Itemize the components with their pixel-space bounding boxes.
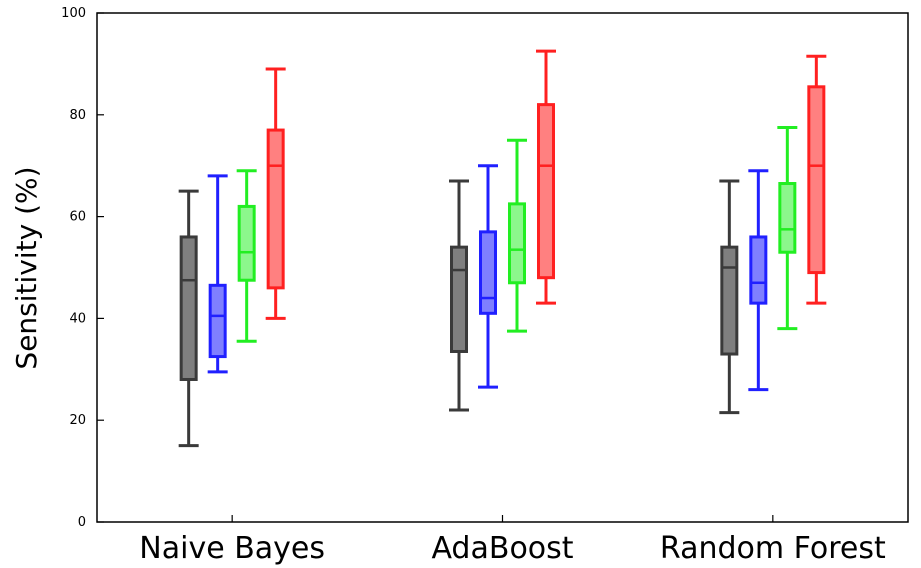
box-iqr [807,85,826,275]
box-iqr [749,235,768,305]
y-axis: 0 20 40 60 80 100 [61,6,104,530]
box-iqr [537,103,555,280]
box-iqr [479,230,497,315]
box-plot-item [806,54,827,305]
x-category-label: Random Forest [660,531,886,566]
y-tick-label: 0 [78,515,86,530]
box-plot-item [748,169,769,392]
x-axis: Naive Bayes AdaBoost Random Forest [139,515,886,566]
boxes-layer [178,49,827,448]
y-tick-label: 20 [69,413,86,428]
box-iqr [266,128,285,290]
box-plot-item [449,179,469,412]
box-plot-item [719,179,740,415]
box-iqr [208,283,227,359]
box-iqr [778,182,797,254]
y-tick-label: 60 [69,210,86,225]
box-iqr [450,245,468,353]
y-axis-title: Sensitivity (%) [10,166,43,369]
box-iqr [237,204,256,282]
box-plot-item [536,49,556,305]
x-category-label: AdaBoost [431,531,573,566]
box-iqr [508,202,526,285]
box-plot-item [265,67,286,320]
box-plot-item [507,138,527,333]
box-plot-item [777,126,798,331]
box-plot-item [207,174,228,374]
box-plot-item [478,164,498,389]
x-category-label: Naive Bayes [139,531,325,566]
y-tick-label: 80 [69,108,86,123]
box-plot-item [236,169,257,343]
y-tick-label: 100 [61,6,86,21]
y-tick-label: 40 [69,311,86,326]
box-plot-item [178,189,199,448]
box-iqr [179,235,198,381]
box-iqr [720,245,739,356]
